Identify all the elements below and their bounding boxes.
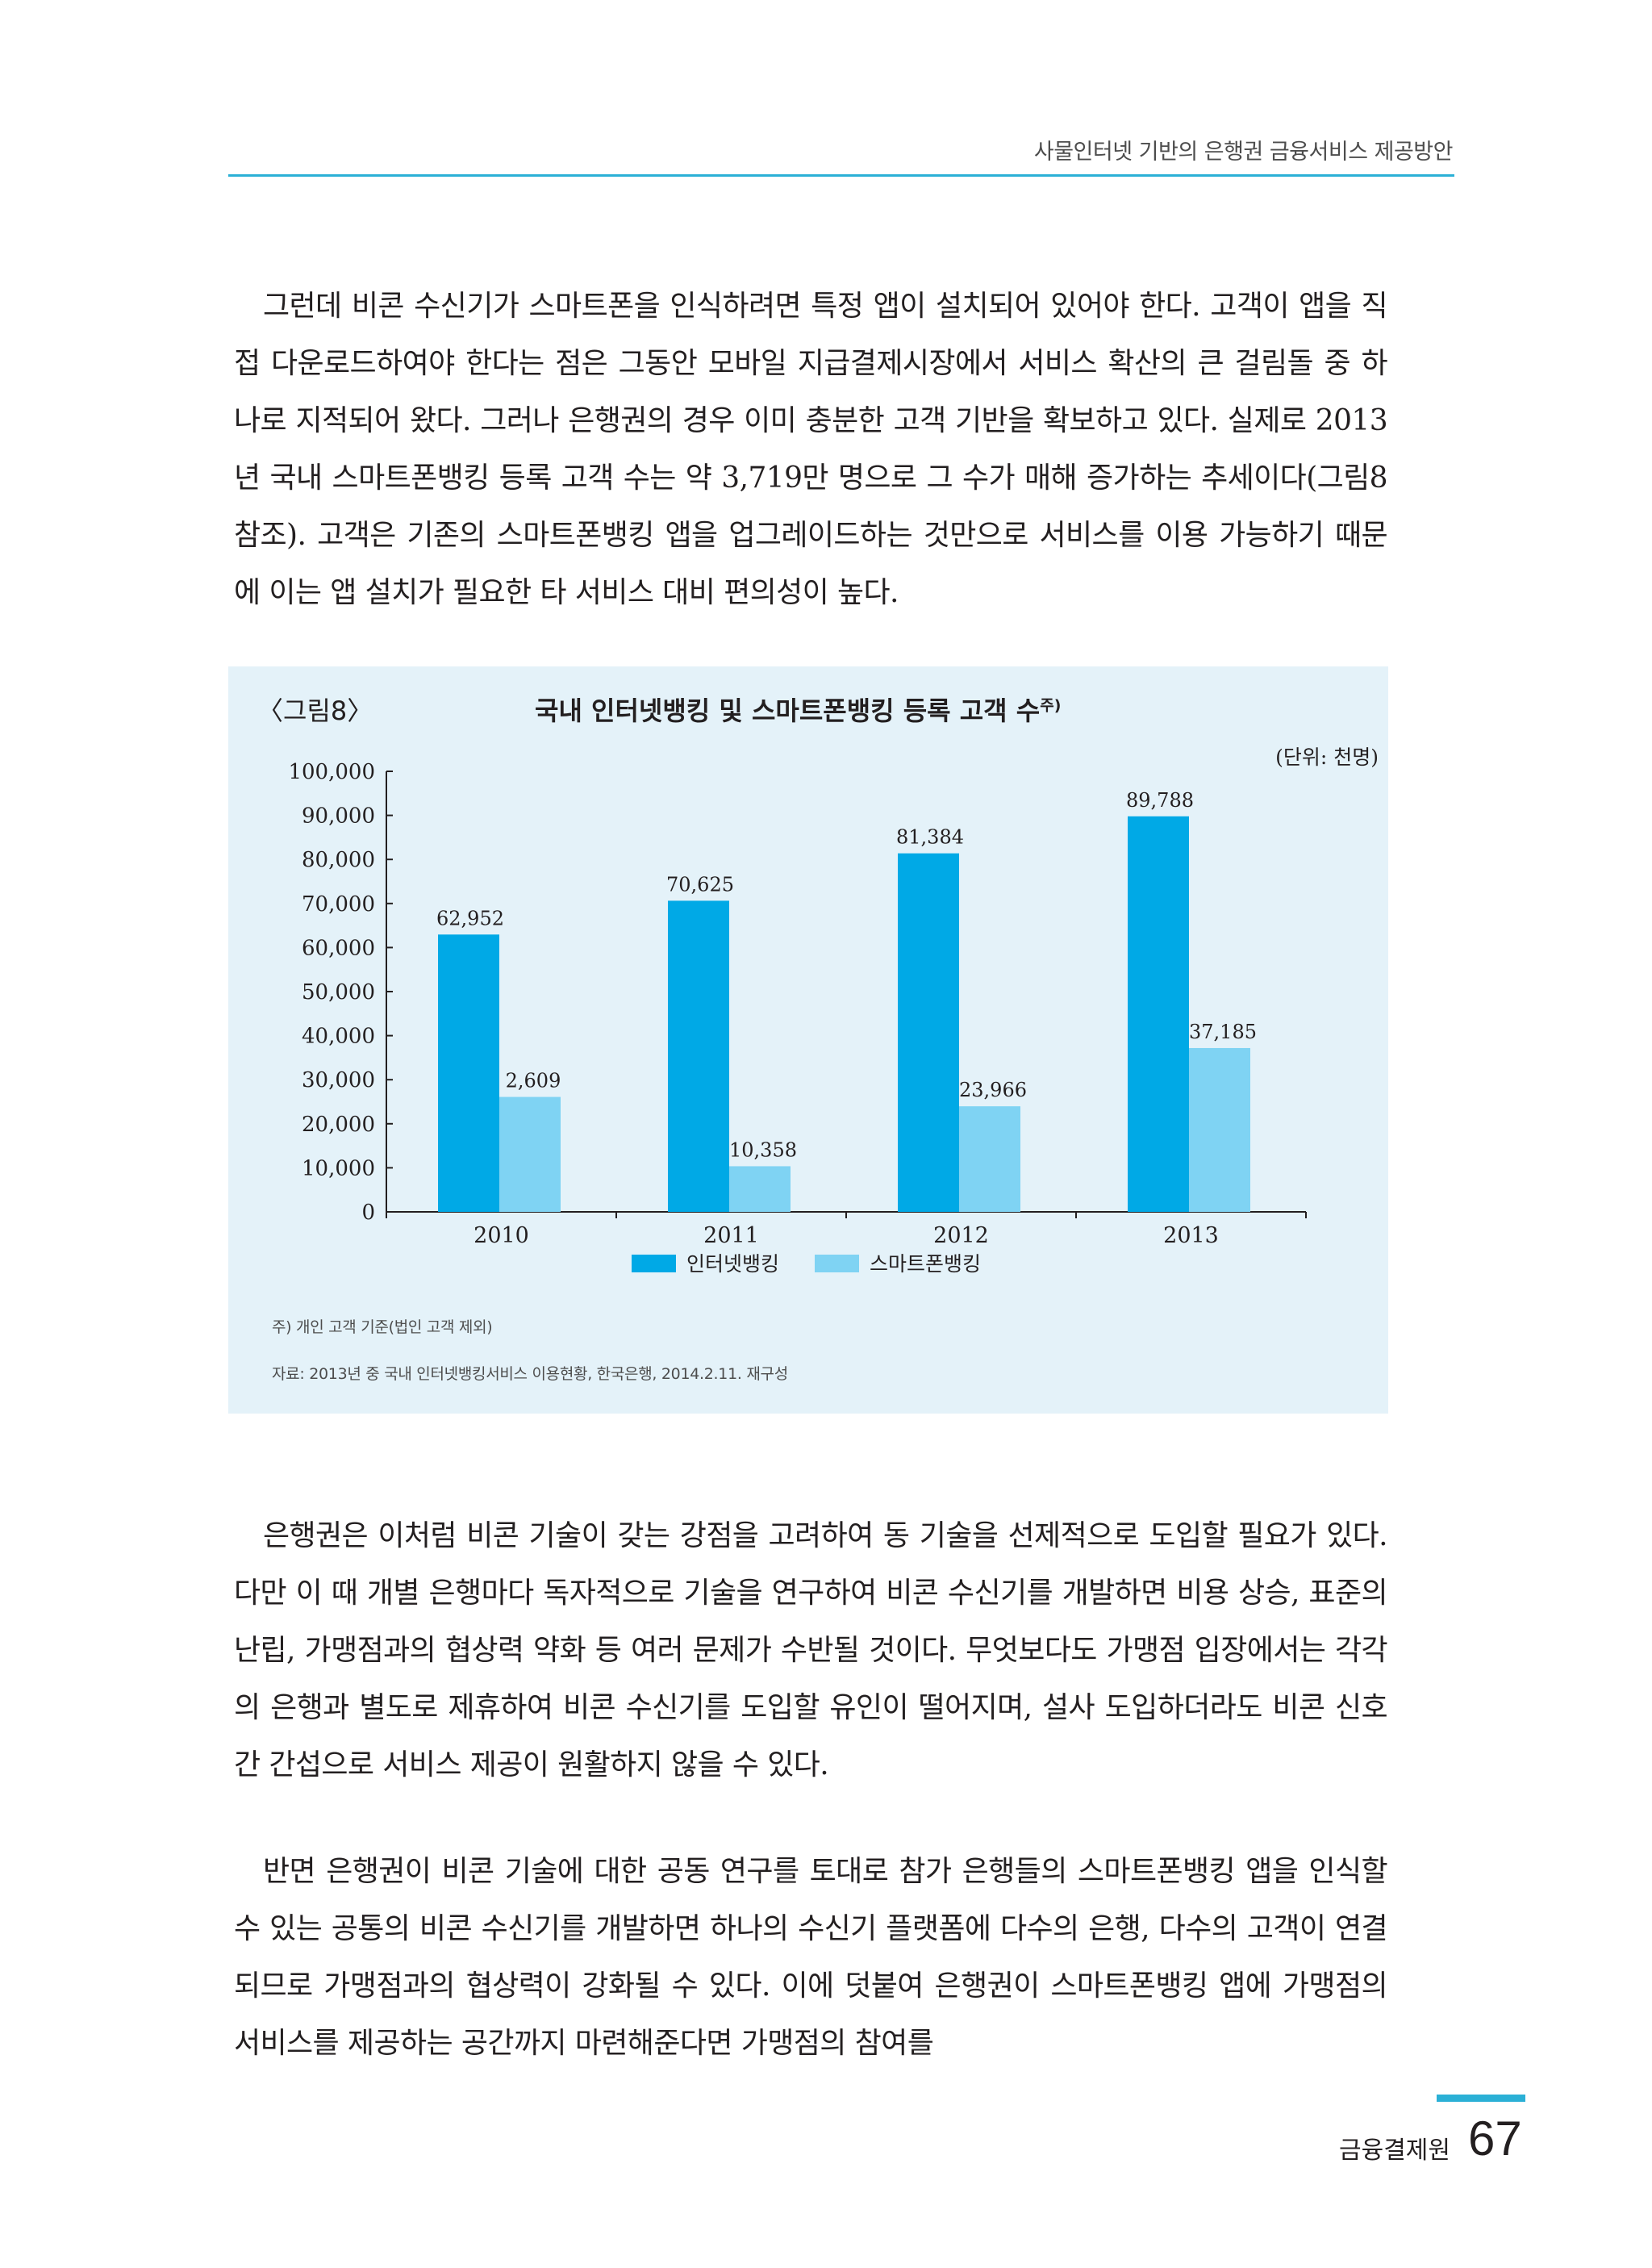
y-tick-label: 90,000 — [302, 804, 375, 829]
y-tick-label: 70,000 — [302, 892, 375, 917]
legend-swatch — [815, 1255, 859, 1272]
data-label: 2,609 — [506, 1070, 561, 1092]
y-tick-label: 30,000 — [302, 1068, 375, 1092]
unit-label: (단위: 천명) — [1275, 746, 1379, 769]
x-tick-label: 2013 — [1163, 1223, 1219, 1248]
paragraph-1: 그런데 비콘 수신기가 스마트폰을 인식하려면 특정 앱이 설치되어 있어야 한… — [234, 290, 1388, 609]
data-label: 37,185 — [1189, 1021, 1257, 1043]
legend-label: 인터넷뱅킹 — [686, 1252, 779, 1276]
figure-title-footnote-mark: 주) — [1040, 696, 1062, 715]
legend-swatch — [632, 1255, 676, 1272]
footer-rule — [1437, 2095, 1525, 2102]
y-tick-label: 80,000 — [302, 848, 375, 872]
running-header: 사물인터넷 기반의 은행권 금융서비스 제공방안 — [1033, 140, 1454, 165]
y-tick-label: 50,000 — [302, 980, 375, 1005]
figure-source: 자료: 2013년 중 국내 인터넷뱅킹서비스 이용현황, 한국은행, 2014… — [272, 1365, 788, 1383]
figure-label: 〈그림8〉 — [257, 695, 373, 726]
x-tick-label: 2011 — [703, 1223, 759, 1248]
y-tick-label: 40,000 — [302, 1025, 375, 1049]
y-tick-label: 0 — [361, 1201, 375, 1225]
x-tick-label: 2012 — [933, 1223, 989, 1248]
y-tick-label: 10,000 — [302, 1156, 375, 1180]
bar-smartphone-banking — [499, 1096, 561, 1212]
bar-internet-banking — [668, 900, 729, 1212]
legend-label: 스마트폰뱅킹 — [870, 1252, 981, 1276]
data-label: 81,384 — [896, 826, 964, 849]
figure-note: 주) 개인 고객 기준(법인 고객 제외) — [272, 1318, 493, 1336]
data-label: 10,358 — [729, 1138, 797, 1161]
data-label: 23,966 — [959, 1079, 1027, 1101]
bar-smartphone-banking — [729, 1166, 791, 1212]
figure-title: 국내 인터넷뱅킹 및 스마트폰뱅킹 등록 고객 수주) — [535, 691, 1061, 728]
bar-smartphone-banking — [959, 1106, 1020, 1212]
paragraph-3: 반면 은행권이 비콘 기술에 대한 공동 연구를 토대로 참가 은행들의 스마트… — [234, 1855, 1388, 2060]
header-rule — [228, 174, 1454, 177]
y-tick-label: 100,000 — [288, 760, 375, 784]
data-label: 62,952 — [436, 907, 504, 929]
bar-internet-banking — [898, 853, 959, 1212]
figure-8: 〈그림8〉 국내 인터넷뱅킹 및 스마트폰뱅킹 등록 고객 수주) (단위: 천… — [228, 666, 1388, 1414]
bar-internet-banking — [438, 934, 499, 1212]
data-label: 70,625 — [666, 873, 734, 896]
figure-title-text: 국내 인터넷뱅킹 및 스마트폰뱅킹 등록 고객 수 — [535, 695, 1041, 726]
data-label: 89,788 — [1126, 789, 1194, 812]
bar-internet-banking — [1128, 816, 1189, 1212]
paragraph-2: 은행권은 이처럼 비콘 기술이 갖는 강점을 고려하여 동 기술을 선제적으로 … — [234, 1519, 1388, 1781]
bar-chart: 0 10,000 20,000 30,000 40,000 50,000 60,000 70,… — [288, 760, 1307, 1276]
y-tick-label: 60,000 — [302, 936, 375, 960]
bar-smartphone-banking — [1189, 1047, 1250, 1212]
y-tick-label: 20,000 — [302, 1113, 375, 1137]
page-number: 67 — [1468, 2111, 1522, 2166]
x-tick-label: 2010 — [473, 1223, 529, 1248]
publisher-name: 금융결제원 — [1339, 2136, 1450, 2165]
